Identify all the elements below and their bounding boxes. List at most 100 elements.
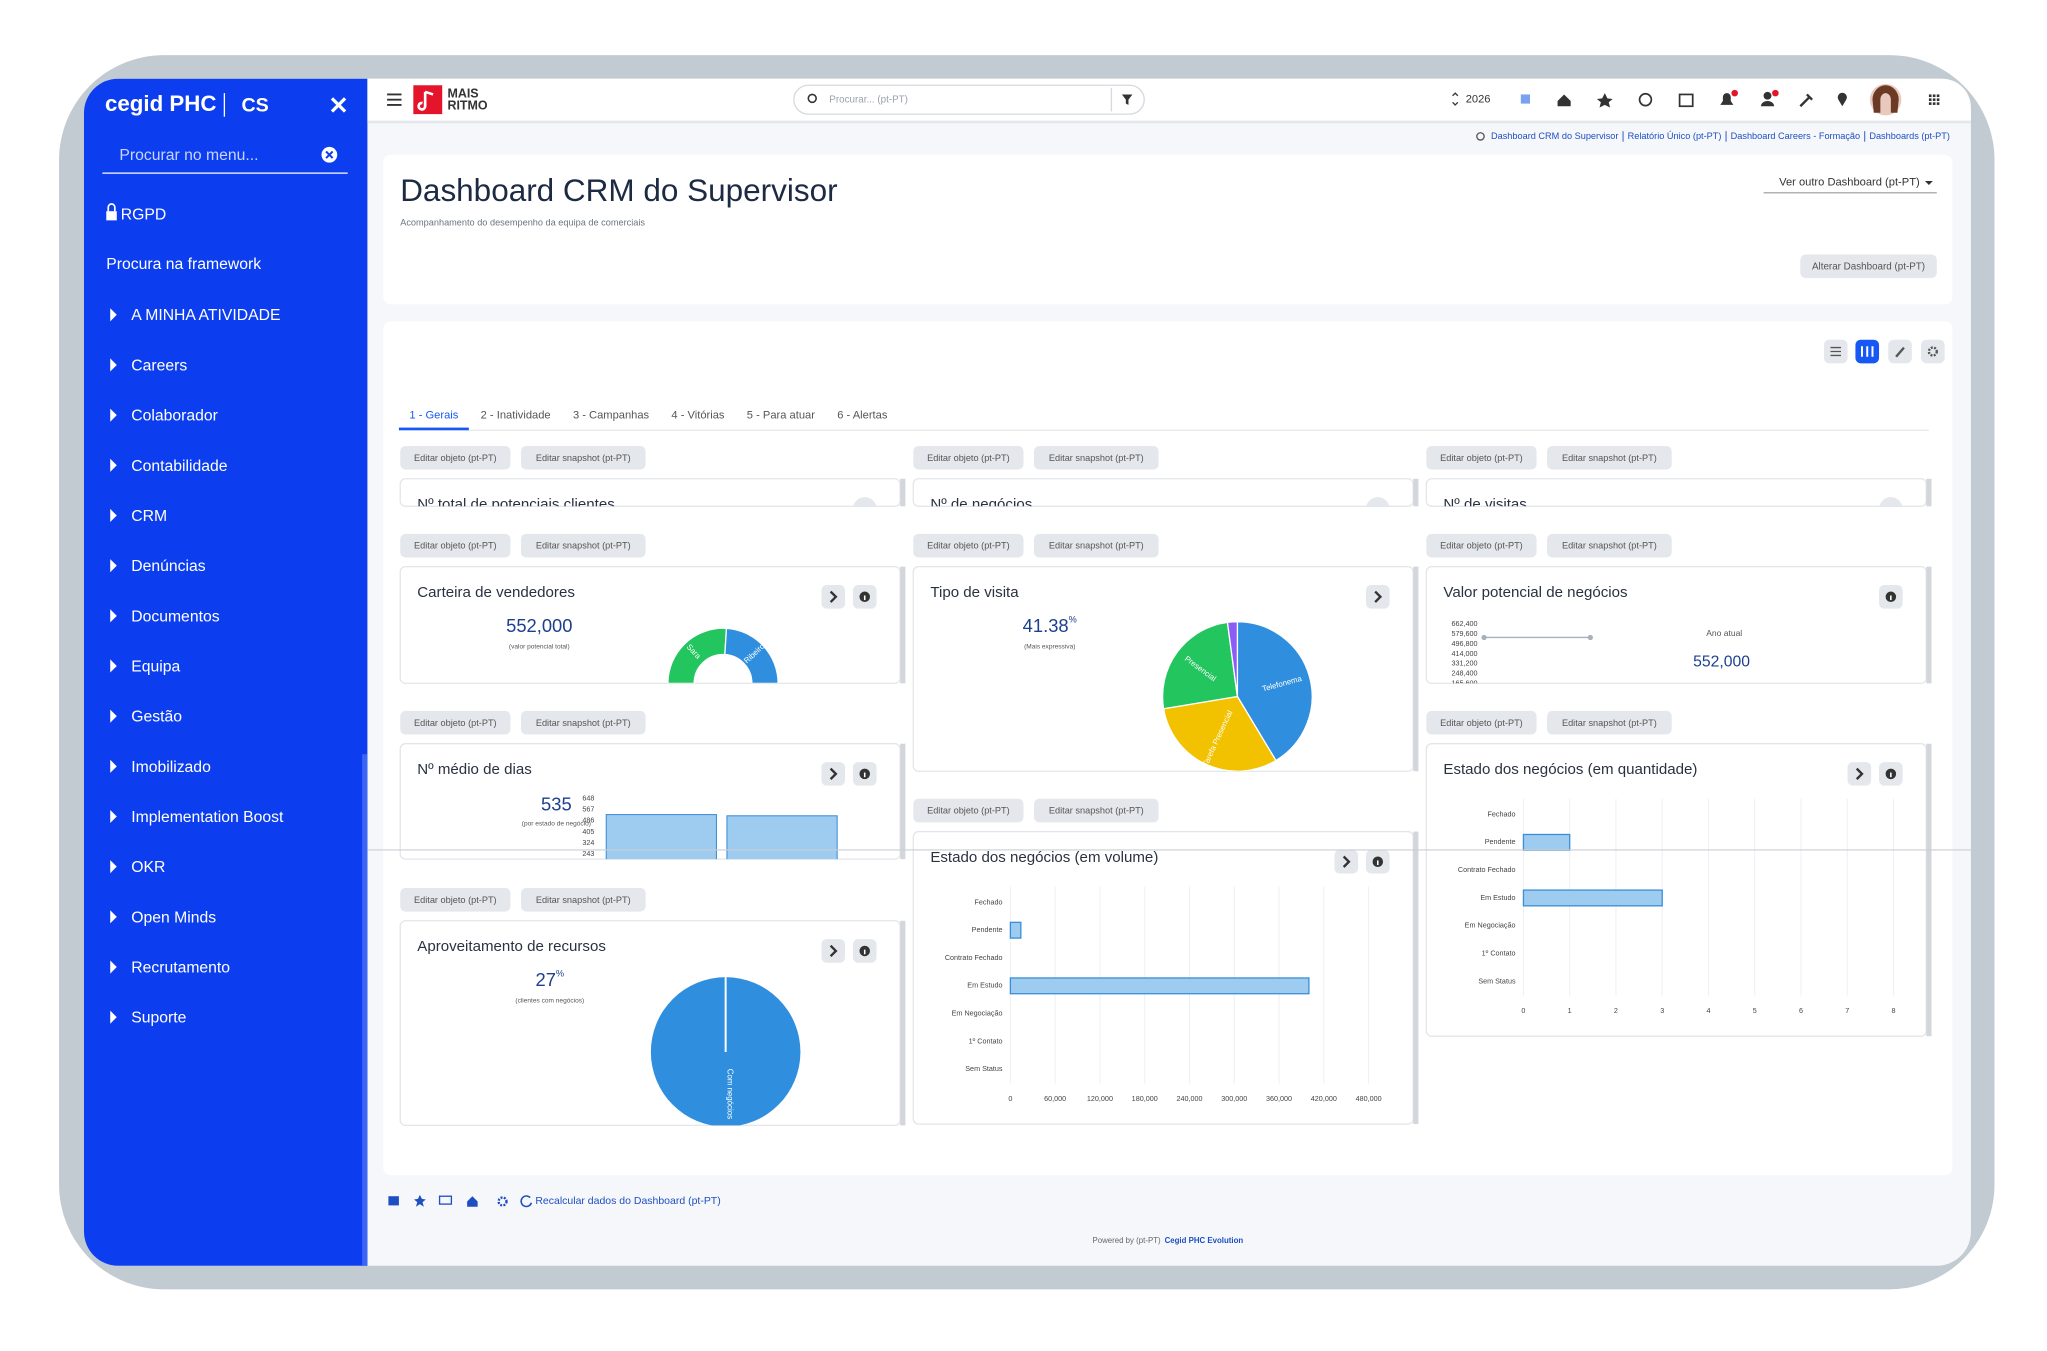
star-icon[interactable] bbox=[1596, 93, 1613, 108]
widget-button-label[interactable]: Editar snapshot (pt-PT) bbox=[1049, 453, 1144, 463]
widget-button-label[interactable]: Editar snapshot (pt-PT) bbox=[1049, 541, 1144, 551]
menu-item[interactable]: Documentos bbox=[131, 608, 219, 625]
user-icon[interactable] bbox=[1763, 91, 1772, 100]
calendar-icon[interactable] bbox=[1678, 93, 1694, 108]
widget-button-label[interactable]: Editar objeto (pt-PT) bbox=[927, 541, 1010, 551]
refresh-icon[interactable] bbox=[520, 1195, 533, 1208]
widget-button[interactable] bbox=[400, 533, 511, 558]
global-search[interactable] bbox=[793, 84, 1145, 115]
tab[interactable]: 1 - Gerais bbox=[409, 410, 458, 422]
tools-icon[interactable] bbox=[1799, 93, 1813, 108]
breadcrumb-link[interactable]: Relatório Único (pt-PT) bbox=[1628, 131, 1722, 141]
menu-item[interactable]: Gestão bbox=[131, 709, 182, 726]
change-dashboard-label[interactable]: Alterar Dashboard (pt-PT) bbox=[1812, 262, 1925, 273]
menu-search[interactable]: Procurar no menu... bbox=[119, 147, 258, 164]
widget-button[interactable] bbox=[520, 533, 646, 558]
settings-icon[interactable] bbox=[497, 1196, 508, 1207]
widget-button[interactable] bbox=[1547, 710, 1672, 735]
widget-button-label[interactable]: Editar snapshot (pt-PT) bbox=[1562, 453, 1657, 463]
tab[interactable]: 3 - Campanhas bbox=[573, 410, 650, 422]
widget-button-label[interactable]: Editar objeto (pt-PT) bbox=[1440, 718, 1523, 728]
menu-item[interactable]: Equipa bbox=[131, 658, 180, 675]
close-icon[interactable] bbox=[330, 97, 347, 113]
widget-button[interactable] bbox=[1426, 445, 1537, 470]
tab[interactable]: 4 - Vitórias bbox=[671, 410, 724, 422]
menu-item[interactable]: Open Minds bbox=[131, 909, 216, 926]
other-dashboard[interactable]: Ver outro Dashboard (pt-PT) bbox=[1779, 176, 1920, 188]
breadcrumb-link[interactable]: Dashboards (pt-PT) bbox=[1869, 131, 1950, 141]
widget-button-label[interactable]: Editar objeto (pt-PT) bbox=[927, 806, 1010, 816]
widget-button[interactable] bbox=[520, 710, 646, 735]
expand-button[interactable] bbox=[1334, 849, 1359, 874]
expand-button[interactable] bbox=[1847, 762, 1872, 786]
widget-button-label[interactable]: Editar objeto (pt-PT) bbox=[414, 718, 497, 728]
menu-item[interactable]: Procura na framework bbox=[106, 256, 261, 273]
year[interactable]: 2026 bbox=[1466, 94, 1491, 106]
home-icon[interactable] bbox=[1557, 94, 1571, 107]
widget-button[interactable] bbox=[1033, 798, 1159, 823]
menu-item[interactable]: Colaborador bbox=[131, 408, 218, 425]
print-icon[interactable] bbox=[388, 1196, 399, 1206]
widget-button[interactable] bbox=[1033, 445, 1159, 470]
widget-button-label[interactable]: Editar objeto (pt-PT) bbox=[927, 453, 1010, 463]
hamburger[interactable] bbox=[387, 93, 402, 106]
year-arrows[interactable] bbox=[1452, 92, 1459, 106]
change-dashboard-button[interactable] bbox=[1800, 254, 1937, 279]
settings-button[interactable] bbox=[1921, 339, 1945, 364]
widget-button[interactable] bbox=[520, 445, 646, 470]
widget-button-label[interactable]: Editar snapshot (pt-PT) bbox=[536, 453, 631, 463]
menu-item[interactable]: Recrutamento bbox=[131, 959, 230, 976]
widget-button-label[interactable]: Editar objeto (pt-PT) bbox=[1440, 541, 1523, 551]
tab[interactable]: 2 - Inatividade bbox=[481, 410, 551, 422]
menu-item[interactable]: Denúncias bbox=[131, 558, 205, 575]
pin-icon[interactable] bbox=[1837, 92, 1847, 107]
widget-button-label[interactable]: Editar objeto (pt-PT) bbox=[1440, 453, 1523, 463]
menu-item[interactable]: CRM bbox=[131, 508, 167, 525]
menu-item[interactable]: OKR bbox=[131, 859, 165, 876]
widget-button[interactable] bbox=[1547, 533, 1672, 558]
tab[interactable]: 5 - Para atuar bbox=[747, 410, 815, 422]
widget-button-label[interactable]: Editar snapshot (pt-PT) bbox=[536, 895, 631, 905]
widget-button[interactable] bbox=[400, 710, 511, 735]
expand-button[interactable] bbox=[821, 584, 846, 609]
recalc-link[interactable]: Recalcular dados do Dashboard (pt-PT) bbox=[535, 1196, 720, 1207]
widget-button[interactable] bbox=[400, 445, 511, 470]
menu-item[interactable]: Imobilizado bbox=[131, 759, 211, 776]
expand-button[interactable] bbox=[821, 939, 846, 963]
menu-item[interactable]: RGPD bbox=[121, 206, 166, 223]
search-placeholder[interactable]: Procurar... (pt-PT) bbox=[829, 94, 908, 105]
screen-icon[interactable] bbox=[438, 1195, 453, 1205]
expand-button[interactable] bbox=[1365, 584, 1390, 609]
widget-button-label[interactable]: Editar objeto (pt-PT) bbox=[414, 895, 497, 905]
home-icon[interactable] bbox=[467, 1196, 478, 1207]
widget-button[interactable] bbox=[913, 533, 1024, 558]
menu-item[interactable]: Contabilidade bbox=[131, 458, 227, 475]
widget-button-label[interactable]: Editar snapshot (pt-PT) bbox=[1049, 806, 1144, 816]
widget-button[interactable] bbox=[1033, 533, 1159, 558]
menu-item[interactable]: Careers bbox=[131, 357, 187, 374]
menu-item[interactable]: A MINHA ATIVIDADE bbox=[131, 307, 280, 324]
widget-button[interactable] bbox=[913, 798, 1024, 823]
star-icon[interactable] bbox=[413, 1194, 426, 1207]
history-icon[interactable] bbox=[1638, 92, 1653, 107]
widget-button-label[interactable]: Editar objeto (pt-PT) bbox=[414, 541, 497, 551]
widget-button[interactable] bbox=[913, 445, 1024, 470]
widget-button-label[interactable]: Editar snapshot (pt-PT) bbox=[536, 541, 631, 551]
widget-button-label[interactable]: Editar snapshot (pt-PT) bbox=[1562, 718, 1657, 728]
menu-item[interactable]: Suporte bbox=[131, 1010, 186, 1027]
widget-button[interactable] bbox=[1426, 710, 1537, 735]
widget-button-label[interactable]: Editar objeto (pt-PT) bbox=[414, 453, 497, 463]
widget-button[interactable] bbox=[1426, 533, 1537, 558]
bell-icon[interactable] bbox=[1720, 93, 1734, 105]
widget-button[interactable] bbox=[520, 887, 646, 912]
expand-button[interactable] bbox=[821, 762, 846, 786]
menu-item[interactable]: Implementation Boost bbox=[131, 809, 284, 826]
breadcrumb-link[interactable]: Dashboard CRM do Supervisor bbox=[1491, 131, 1618, 141]
widget-button-label[interactable]: Editar snapshot (pt-PT) bbox=[536, 718, 631, 728]
widget-button[interactable] bbox=[1547, 445, 1672, 470]
top-icon[interactable] bbox=[1520, 94, 1531, 104]
breadcrumb-link[interactable]: Dashboard Careers - Formação bbox=[1731, 131, 1861, 141]
tab[interactable]: 6 - Alertas bbox=[837, 410, 888, 422]
filter-icon[interactable] bbox=[1121, 94, 1133, 105]
apps-icon[interactable] bbox=[1928, 94, 1940, 105]
